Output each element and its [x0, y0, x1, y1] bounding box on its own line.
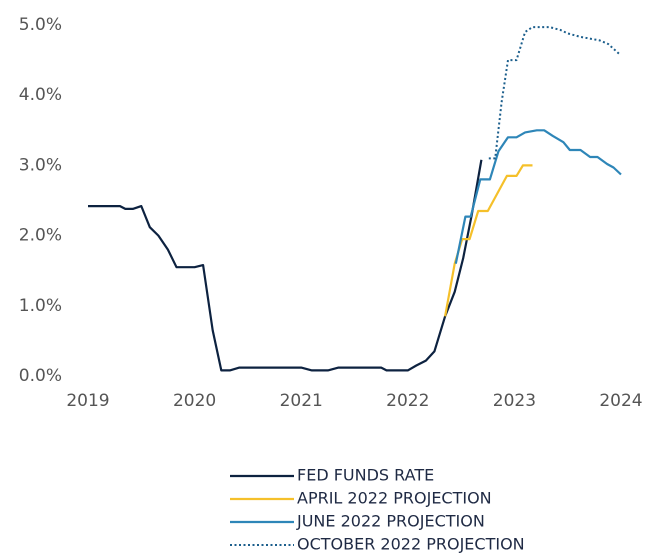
x-tick-label: 2023 — [493, 391, 536, 411]
y-tick-label: 3.0% — [19, 155, 62, 175]
x-tick-label: 2020 — [173, 391, 216, 411]
series-line — [88, 159, 483, 372]
y-tick-label: 4.0% — [19, 85, 62, 105]
x-tick-label: 2024 — [599, 391, 642, 411]
y-tick-label: 5.0% — [19, 15, 62, 35]
series-line — [488, 26, 621, 160]
x-tick-label: 2022 — [386, 391, 429, 411]
y-tick-label: 2.0% — [19, 226, 62, 246]
series-line — [454, 129, 622, 264]
x-tick-label: 2019 — [66, 391, 109, 411]
series-line — [444, 164, 533, 317]
y-tick-label: 0.0% — [19, 366, 62, 386]
legend-label: JUNE 2022 PROJECTION — [296, 512, 485, 531]
legend-label: OCTOBER 2022 PROJECTION — [297, 535, 525, 554]
legend-label: FED FUNDS RATE — [297, 466, 434, 485]
y-tick-label: 1.0% — [19, 296, 62, 316]
legend-label: APRIL 2022 PROJECTION — [297, 489, 492, 508]
x-tick-label: 2021 — [280, 391, 323, 411]
